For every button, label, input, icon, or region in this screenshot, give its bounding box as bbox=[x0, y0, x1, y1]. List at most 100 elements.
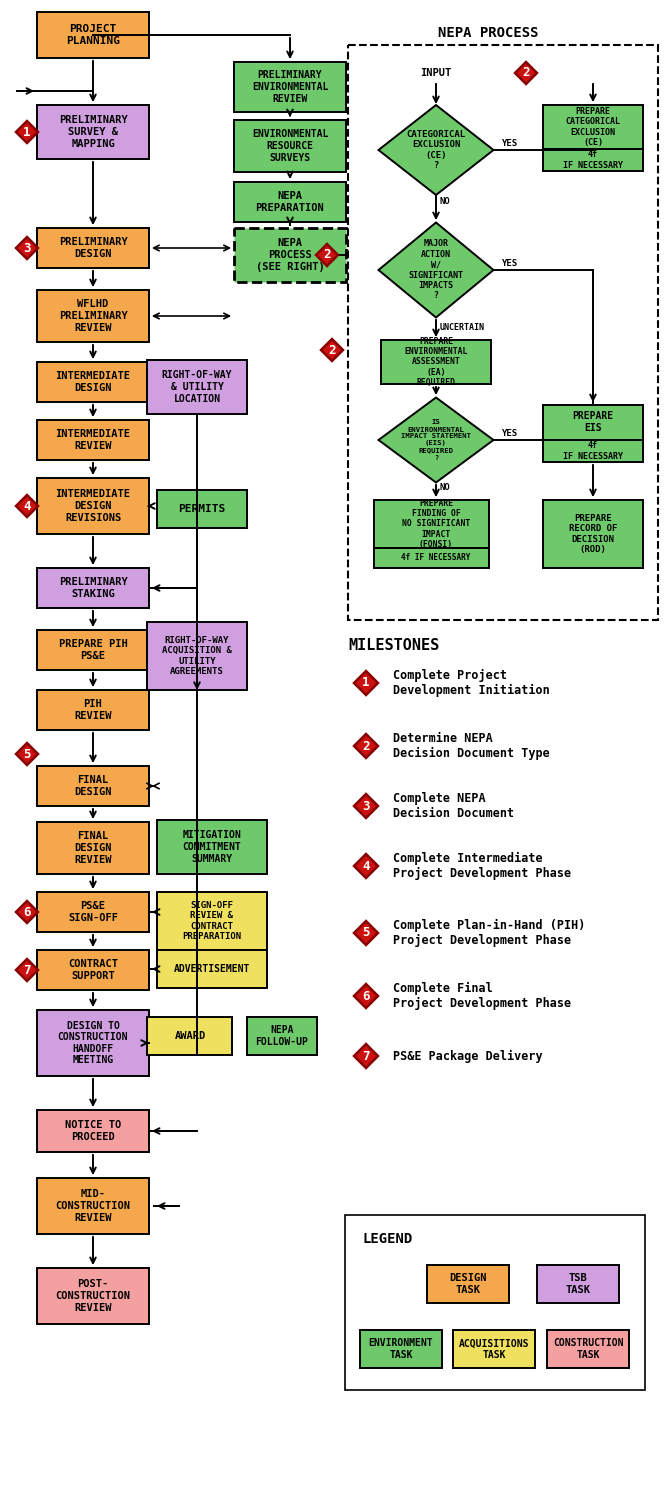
Text: YES: YES bbox=[501, 260, 517, 268]
Text: INTERMEDIATE
DESIGN
REVISIONS: INTERMEDIATE DESIGN REVISIONS bbox=[56, 489, 131, 522]
Bar bbox=[453, 1330, 535, 1368]
Bar bbox=[37, 1178, 149, 1234]
Text: PREPARE PIH
PS&E: PREPARE PIH PS&E bbox=[59, 639, 127, 662]
Bar bbox=[37, 12, 149, 58]
Text: 7: 7 bbox=[23, 963, 31, 976]
Bar bbox=[157, 950, 267, 988]
Polygon shape bbox=[354, 734, 378, 758]
Text: PREPARE
FINDING OF
NO SIGNIFICANT
IMPACT
(FONSI): PREPARE FINDING OF NO SIGNIFICANT IMPACT… bbox=[402, 498, 470, 549]
Text: ACQUISITIONS
TASK: ACQUISITIONS TASK bbox=[459, 1338, 529, 1360]
Text: 4f IF NECESSARY: 4f IF NECESSARY bbox=[401, 554, 471, 562]
Bar bbox=[234, 62, 346, 112]
Text: ENVIRONMENTAL
RESOURCE
SURVEYS: ENVIRONMENTAL RESOURCE SURVEYS bbox=[252, 129, 328, 162]
Bar bbox=[37, 420, 149, 460]
Bar bbox=[37, 690, 149, 730]
Text: NEPA
PROCESS
(SEE RIGHT): NEPA PROCESS (SEE RIGHT) bbox=[256, 238, 324, 272]
Text: TSB
TASK: TSB TASK bbox=[565, 1274, 590, 1294]
Text: IS
ENVIRONMENTAL
IMPACT STATEMENT
(EIS)
REQUIRED
?: IS ENVIRONMENTAL IMPACT STATEMENT (EIS) … bbox=[401, 420, 471, 460]
Polygon shape bbox=[16, 495, 38, 517]
Text: ADVERTISEMENT: ADVERTISEMENT bbox=[174, 964, 250, 974]
Text: Complete Final
Project Development Phase: Complete Final Project Development Phase bbox=[393, 982, 571, 1010]
Polygon shape bbox=[379, 398, 494, 483]
Polygon shape bbox=[354, 794, 378, 818]
Text: 4f
IF NECESSARY: 4f IF NECESSARY bbox=[563, 441, 623, 460]
Text: PRELIMINARY
ENVIRONMENTAL
REVIEW: PRELIMINARY ENVIRONMENTAL REVIEW bbox=[252, 70, 328, 104]
Text: AWARD: AWARD bbox=[174, 1030, 206, 1041]
Bar bbox=[37, 568, 149, 608]
Bar bbox=[547, 1330, 629, 1368]
Bar bbox=[543, 148, 643, 171]
Bar bbox=[543, 440, 643, 462]
Bar bbox=[537, 1264, 619, 1304]
Text: YES: YES bbox=[501, 429, 517, 438]
Bar bbox=[37, 478, 149, 534]
Text: RIGHT-OF-WAY
& UTILITY
LOCATION: RIGHT-OF-WAY & UTILITY LOCATION bbox=[161, 370, 232, 404]
Polygon shape bbox=[354, 853, 378, 877]
Text: PIH
REVIEW: PIH REVIEW bbox=[74, 699, 112, 721]
Text: SIGN-OFF
REVIEW &
CONTRACT
PREPARATION: SIGN-OFF REVIEW & CONTRACT PREPARATION bbox=[182, 902, 242, 940]
Polygon shape bbox=[16, 902, 38, 922]
Bar bbox=[37, 105, 149, 159]
Text: PRELIMINARY
STAKING: PRELIMINARY STAKING bbox=[59, 578, 127, 598]
Text: WFLHD
PRELIMINARY
REVIEW: WFLHD PRELIMINARY REVIEW bbox=[59, 300, 127, 333]
Bar bbox=[374, 500, 489, 548]
Text: CATEGORICAL
EXCLUSION
(CE)
?: CATEGORICAL EXCLUSION (CE) ? bbox=[407, 130, 466, 170]
Text: MID-
CONSTRUCTION
REVIEW: MID- CONSTRUCTION REVIEW bbox=[56, 1190, 131, 1222]
Bar bbox=[234, 228, 346, 282]
Text: 4: 4 bbox=[362, 859, 370, 873]
Bar bbox=[157, 821, 267, 874]
Text: PRELIMINARY
DESIGN: PRELIMINARY DESIGN bbox=[59, 237, 127, 260]
Text: Complete Intermediate
Project Development Phase: Complete Intermediate Project Developmen… bbox=[393, 852, 571, 880]
Polygon shape bbox=[515, 62, 537, 84]
Text: PREPARE
ENVIRONMENTAL
ASSESSMENT
(EA)
REQUIRED: PREPARE ENVIRONMENTAL ASSESSMENT (EA) RE… bbox=[404, 336, 468, 387]
Text: NOTICE TO
PROCEED: NOTICE TO PROCEED bbox=[65, 1120, 121, 1142]
Text: NEPA
PREPARATION: NEPA PREPARATION bbox=[256, 190, 324, 213]
Polygon shape bbox=[379, 222, 494, 318]
Bar bbox=[157, 490, 247, 528]
Text: Complete Plan-in-Hand (PIH)
Project Development Phase: Complete Plan-in-Hand (PIH) Project Deve… bbox=[393, 920, 586, 946]
Text: DESIGN
TASK: DESIGN TASK bbox=[450, 1274, 486, 1294]
Text: 2: 2 bbox=[323, 249, 331, 261]
Bar bbox=[147, 1017, 232, 1054]
Polygon shape bbox=[354, 984, 378, 1008]
Text: 5: 5 bbox=[23, 747, 31, 760]
Text: RIGHT-OF-WAY
ACQUISITION &
UTILITY
AGREEMENTS: RIGHT-OF-WAY ACQUISITION & UTILITY AGREE… bbox=[162, 636, 232, 676]
Bar bbox=[147, 622, 247, 690]
Bar bbox=[37, 1110, 149, 1152]
Polygon shape bbox=[354, 670, 378, 694]
Text: 6: 6 bbox=[362, 990, 370, 1002]
Bar bbox=[543, 405, 643, 439]
Text: 3: 3 bbox=[23, 242, 31, 255]
Text: PREPARE
EIS: PREPARE EIS bbox=[572, 411, 614, 434]
Text: POST-
CONSTRUCTION
REVIEW: POST- CONSTRUCTION REVIEW bbox=[56, 1280, 131, 1312]
Text: 1: 1 bbox=[23, 126, 31, 138]
Text: 5: 5 bbox=[362, 927, 370, 939]
Text: 1: 1 bbox=[362, 676, 370, 690]
Text: NO: NO bbox=[440, 483, 451, 492]
Text: MITIGATION
COMMITMENT
SUMMARY: MITIGATION COMMITMENT SUMMARY bbox=[183, 831, 241, 864]
Text: Complete Project
Development Initiation: Complete Project Development Initiation bbox=[393, 669, 550, 698]
Text: PS&E Package Delivery: PS&E Package Delivery bbox=[393, 1050, 543, 1062]
Text: 2: 2 bbox=[328, 344, 336, 357]
Bar bbox=[345, 1215, 645, 1390]
Text: LEGEND: LEGEND bbox=[363, 1232, 413, 1246]
Bar bbox=[37, 766, 149, 806]
Bar bbox=[374, 548, 489, 568]
Bar bbox=[427, 1264, 509, 1304]
Bar bbox=[234, 120, 346, 172]
Polygon shape bbox=[316, 244, 338, 266]
Text: 4: 4 bbox=[23, 500, 31, 513]
Bar bbox=[37, 290, 149, 342]
Bar bbox=[381, 340, 491, 384]
Bar bbox=[543, 500, 643, 568]
Text: 2: 2 bbox=[362, 740, 370, 753]
Text: INTERMEDIATE
REVIEW: INTERMEDIATE REVIEW bbox=[56, 429, 131, 451]
Polygon shape bbox=[354, 921, 378, 945]
Text: NEPA
FOLLOW-UP: NEPA FOLLOW-UP bbox=[255, 1024, 308, 1047]
Text: UNCERTAIN: UNCERTAIN bbox=[440, 324, 485, 333]
Polygon shape bbox=[16, 742, 38, 765]
Text: MILESTONES: MILESTONES bbox=[348, 638, 440, 652]
Text: NEPA PROCESS: NEPA PROCESS bbox=[438, 26, 539, 40]
Text: PRELIMINARY
SURVEY &
MAPPING: PRELIMINARY SURVEY & MAPPING bbox=[59, 116, 127, 148]
Text: 6: 6 bbox=[23, 906, 31, 918]
